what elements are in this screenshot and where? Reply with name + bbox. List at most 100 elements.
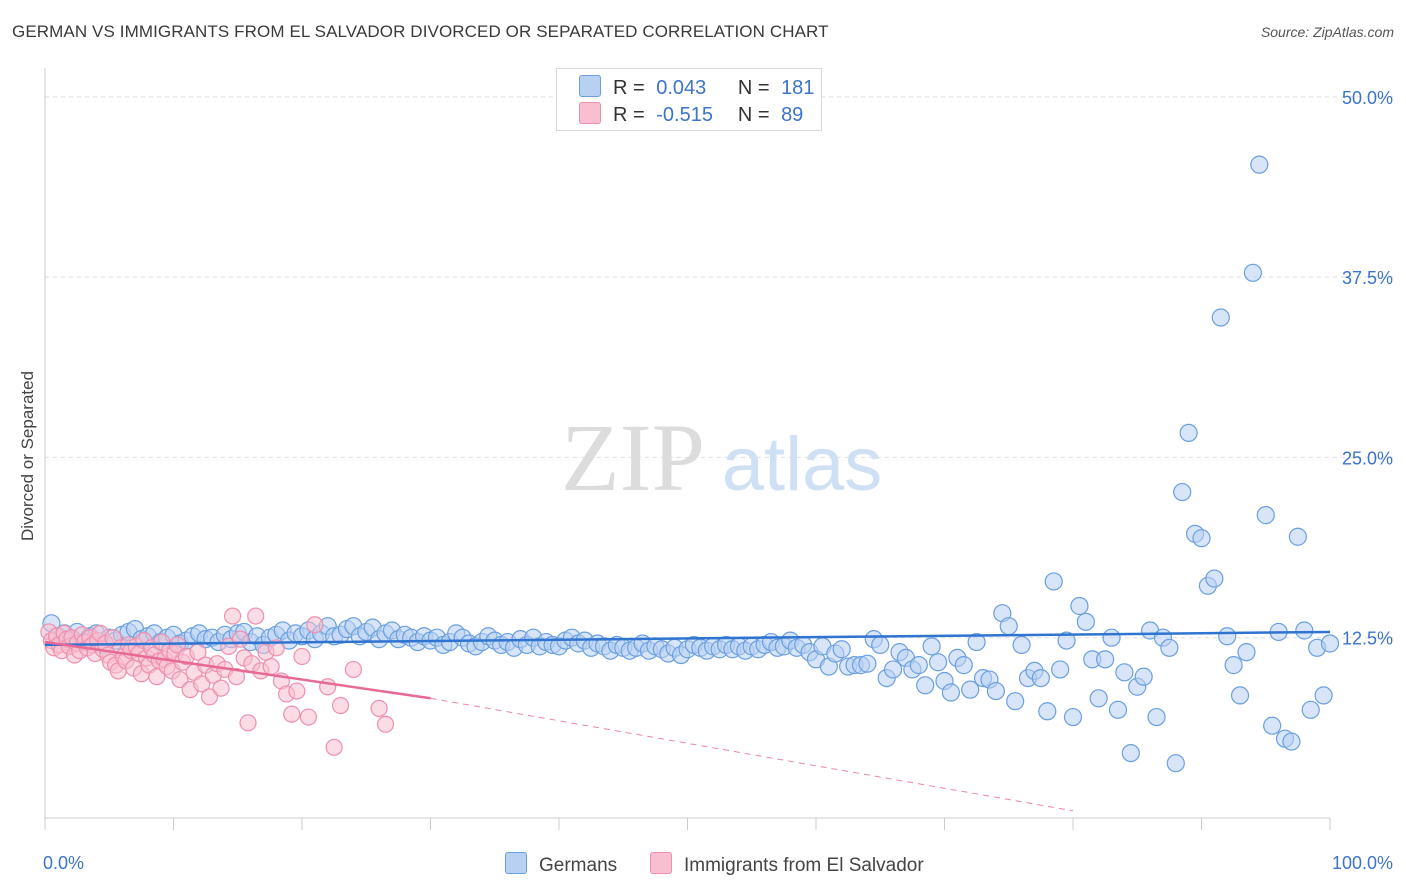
data-point xyxy=(1288,527,1307,546)
gridlines xyxy=(45,96,1395,639)
data-point xyxy=(928,653,948,672)
legend-r-label: R = xyxy=(613,77,645,99)
data-point xyxy=(999,617,1018,636)
legend-n-label: N = xyxy=(737,104,770,126)
data-point xyxy=(1038,702,1057,721)
legend-label-el-salvador: Immigrants from El Salvador xyxy=(684,855,924,876)
data-point xyxy=(168,636,186,654)
data-point xyxy=(967,632,986,652)
data-point xyxy=(370,699,388,717)
data-point xyxy=(1089,689,1108,708)
data-point xyxy=(331,696,350,715)
data-point xyxy=(922,637,941,656)
data-point xyxy=(1044,572,1063,591)
data-point xyxy=(319,678,337,696)
data-point xyxy=(193,675,211,693)
data-point xyxy=(1237,643,1256,662)
legend-swatch-el-salvador xyxy=(650,852,672,874)
data-point xyxy=(1173,482,1192,502)
legend-row-germans: R = 0.043 N = 181 xyxy=(579,75,814,99)
data-point xyxy=(1134,667,1153,686)
series-legend: Germans Immigrants from El Salvador xyxy=(0,852,1406,876)
data-point xyxy=(1012,635,1031,655)
trend-line-germans xyxy=(44,630,1331,647)
data-point xyxy=(954,656,973,675)
trend-lines xyxy=(44,630,1331,812)
axes xyxy=(44,68,1331,830)
data-point xyxy=(247,607,265,625)
data-point xyxy=(1218,627,1237,646)
data-point xyxy=(1314,686,1333,705)
data-point xyxy=(227,668,246,686)
data-point xyxy=(262,657,280,676)
data-point xyxy=(1006,692,1025,711)
legend-swatch-pink xyxy=(579,102,601,124)
data-point xyxy=(941,683,961,702)
data-point xyxy=(961,680,980,699)
data-point xyxy=(299,708,318,726)
legend-r-value: 0.043 xyxy=(656,77,707,99)
y-tick-label: 37.5% xyxy=(1342,268,1393,288)
x-tick-label-min: 0.0% xyxy=(43,853,85,873)
data-point xyxy=(283,705,301,723)
data-point xyxy=(231,630,249,648)
data-point xyxy=(858,654,877,673)
data-point xyxy=(376,715,395,733)
legend-row-el-salvador: R = -0.515 N = 89 xyxy=(579,102,803,126)
data-point xyxy=(1243,263,1263,282)
data-point xyxy=(1147,707,1166,727)
trend-line-el-salvador xyxy=(44,640,431,700)
trend-line-extension xyxy=(430,697,1074,812)
watermark-atlas: atlas xyxy=(722,422,883,507)
data-point xyxy=(171,670,189,689)
data-point xyxy=(1051,660,1070,679)
legend-n-value: 181 xyxy=(781,77,815,99)
data-point xyxy=(1250,155,1269,174)
data-point xyxy=(1282,732,1301,751)
legend-n-label: N = xyxy=(737,77,770,99)
data-point xyxy=(293,647,311,666)
correlation-legend: R = 0.043 N = 181 R = -0.515 N = 89 xyxy=(556,68,822,131)
y-tick-labels: 12.5% 25.0% 37.5% 50.0% xyxy=(1342,88,1393,649)
data-point xyxy=(1057,631,1076,650)
y-tick-label: 25.0% xyxy=(1342,448,1393,468)
data-point xyxy=(1224,656,1243,675)
data-point xyxy=(1115,663,1134,682)
legend-r-label: R = xyxy=(613,104,645,126)
data-point xyxy=(288,682,306,700)
data-point xyxy=(909,656,928,675)
data-point xyxy=(1205,569,1224,588)
data-point xyxy=(1211,308,1230,327)
data-point xyxy=(1063,707,1083,727)
data-point xyxy=(1076,612,1095,631)
data-point xyxy=(1256,506,1275,525)
data-point xyxy=(1179,423,1198,443)
y-tick-label: 12.5% xyxy=(1342,629,1393,649)
watermark-zip: ZIP xyxy=(561,404,705,511)
data-point xyxy=(306,616,324,634)
y-tick-label: 50.0% xyxy=(1342,88,1393,108)
data-point xyxy=(1031,668,1050,688)
data-point xyxy=(1102,628,1121,647)
data-point xyxy=(1230,686,1250,705)
legend-swatch-germans xyxy=(505,852,527,874)
data-point xyxy=(325,738,343,756)
x-tick-label-max: 100.0% xyxy=(1331,853,1393,873)
legend-r-value: -0.515 xyxy=(656,104,713,126)
data-point xyxy=(1121,743,1140,763)
chart-title: GERMAN VS IMMIGRANTS FROM EL SALVADOR DI… xyxy=(12,22,829,41)
data-point xyxy=(344,660,362,679)
data-point xyxy=(1160,638,1179,657)
data-point xyxy=(1096,650,1115,669)
data-point xyxy=(1070,596,1089,616)
series-el-salvador xyxy=(40,607,395,756)
legend-label-germans: Germans xyxy=(539,855,618,876)
data-point xyxy=(832,640,851,659)
data-point xyxy=(883,660,903,679)
data-point xyxy=(224,607,242,625)
legend-swatch-blue xyxy=(579,75,601,97)
data-point xyxy=(986,681,1006,701)
legend-item-germans: Germans xyxy=(505,852,617,877)
data-point xyxy=(200,688,219,706)
data-point xyxy=(1295,621,1314,640)
